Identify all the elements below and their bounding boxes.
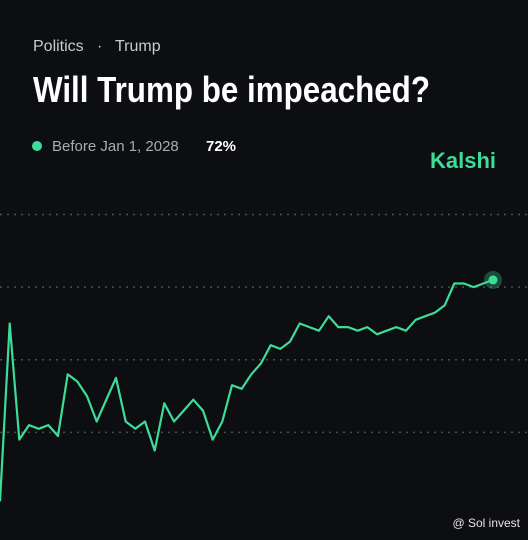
breadcrumb: Politics [33,38,84,55]
watermark: @ Sol invest [452,516,520,530]
line [0,278,494,502]
brand: Kalshi [430,148,496,173]
breadcrumb: Trump [115,38,161,55]
current-value: 72% [206,138,236,155]
current-point [488,275,498,285]
legend-dot [32,141,42,151]
chart-title: Will Trump be impeached? [33,69,430,110]
breadcrumb-sep: · [97,38,102,55]
legend-label: Before Jan 1, 2028 [52,138,179,155]
